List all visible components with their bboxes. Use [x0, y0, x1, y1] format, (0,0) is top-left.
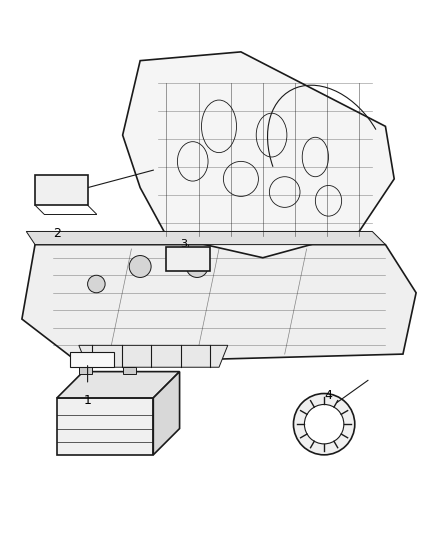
- Text: 4: 4: [324, 389, 332, 402]
- Text: 3: 3: [180, 239, 187, 249]
- Circle shape: [129, 255, 151, 278]
- Text: 1: 1: [84, 393, 92, 407]
- FancyBboxPatch shape: [79, 367, 92, 374]
- Polygon shape: [153, 372, 180, 455]
- Polygon shape: [123, 52, 394, 258]
- FancyBboxPatch shape: [35, 174, 88, 205]
- FancyBboxPatch shape: [166, 247, 210, 271]
- Polygon shape: [57, 372, 180, 398]
- Circle shape: [304, 405, 344, 444]
- Circle shape: [293, 393, 355, 455]
- FancyBboxPatch shape: [70, 352, 114, 367]
- Polygon shape: [26, 231, 385, 245]
- Circle shape: [186, 255, 208, 278]
- FancyBboxPatch shape: [57, 398, 153, 455]
- Circle shape: [88, 275, 105, 293]
- Polygon shape: [79, 345, 228, 367]
- Polygon shape: [22, 245, 416, 363]
- Text: 2: 2: [53, 227, 61, 240]
- FancyBboxPatch shape: [123, 367, 136, 374]
